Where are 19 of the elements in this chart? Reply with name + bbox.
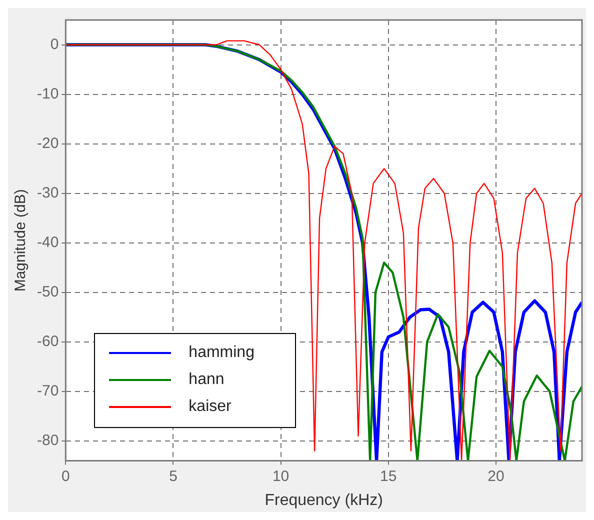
y-tick-label: -60 bbox=[36, 333, 59, 350]
x-tick-label: 5 bbox=[169, 468, 178, 485]
legend-label: hann bbox=[188, 371, 224, 390]
y-tick-label: -50 bbox=[36, 284, 59, 301]
x-axis-title: Frequency (kHz) bbox=[264, 492, 383, 509]
legend-label: kaiser bbox=[188, 398, 232, 416]
y-axis-title: Magnitude (dB) bbox=[12, 189, 30, 292]
x-tick-label: 20 bbox=[488, 468, 504, 485]
x-tick-label: 15 bbox=[380, 468, 397, 485]
x-tick-label: 0 bbox=[62, 468, 70, 485]
y-tick-label: 0 bbox=[50, 36, 59, 53]
y-tick-label: -30 bbox=[36, 184, 59, 202]
y-tick-label: -70 bbox=[36, 382, 59, 400]
y-tick-label: -80 bbox=[36, 432, 59, 450]
y-tick-label: -20 bbox=[36, 134, 59, 152]
y-tick-label: -10 bbox=[36, 85, 59, 102]
x-tick-label: 10 bbox=[272, 468, 290, 485]
legend-label: hamming bbox=[188, 344, 254, 362]
y-tick-label: -40 bbox=[36, 234, 59, 252]
